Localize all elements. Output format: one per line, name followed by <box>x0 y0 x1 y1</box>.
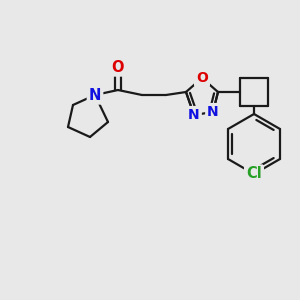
Text: N: N <box>89 88 101 103</box>
Text: O: O <box>112 59 124 74</box>
Text: Cl: Cl <box>246 167 262 182</box>
Text: N: N <box>207 105 219 119</box>
Text: N: N <box>188 108 200 122</box>
Text: O: O <box>196 71 208 85</box>
